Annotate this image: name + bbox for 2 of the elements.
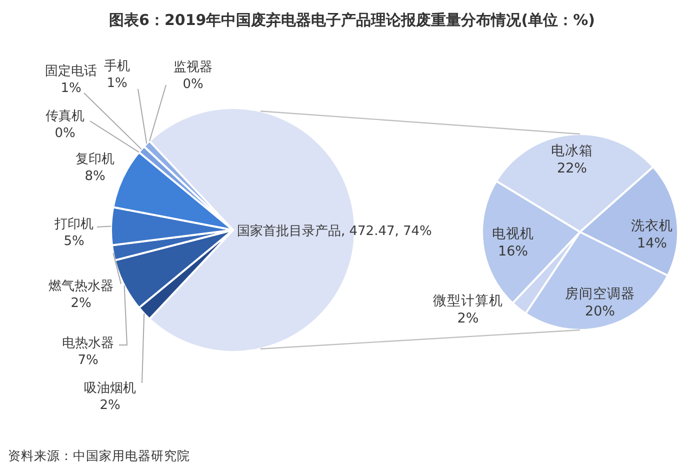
annotation: 资料来源：中国家用电器研究院 bbox=[8, 448, 190, 463]
title: 图表6：2019年中国废弃电器电子产品理论报废重量分布情况(单位：%) bbox=[109, 11, 595, 29]
